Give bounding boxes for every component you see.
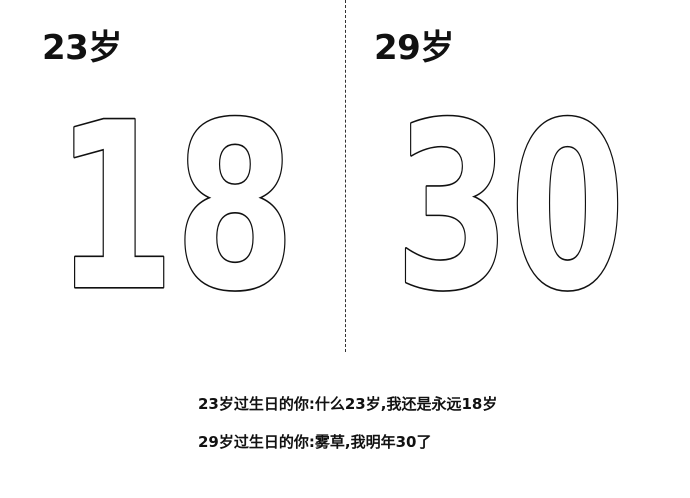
caption-age-23: 23岁过生日的你:什么23岁,我还是永远18岁 [198,395,498,413]
age-label-right: 29岁 [374,28,454,68]
hand-drawn-number-right: 30 [393,95,626,305]
dashed-divider [345,0,346,352]
number-18: 18 [55,95,295,305]
age-label-left: 23岁 [42,28,122,68]
hand-drawn-number-left: 18 [53,95,296,305]
caption-age-29: 29岁过生日的你:雾草,我明年30了 [198,433,432,451]
number-30: 30 [395,95,625,305]
